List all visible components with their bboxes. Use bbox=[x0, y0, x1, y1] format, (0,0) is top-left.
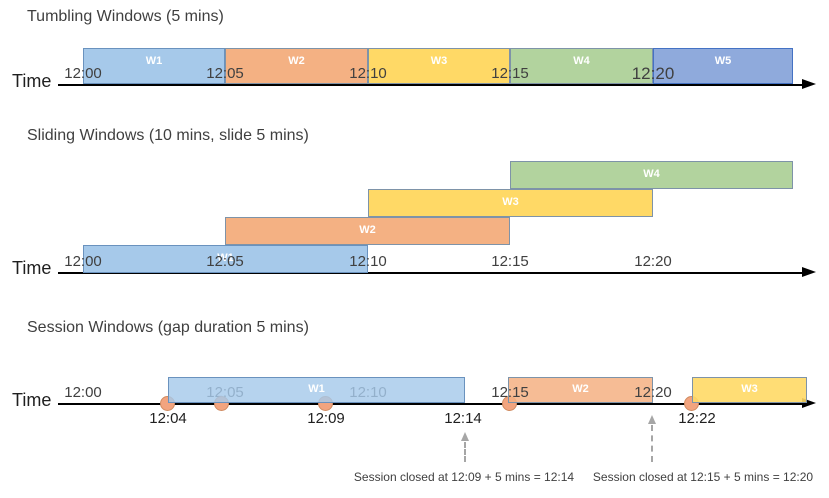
sliding-axis-arrow-icon bbox=[802, 267, 816, 277]
sliding-window-w3: W3 bbox=[368, 189, 653, 217]
session-tick-12-15: 12:15 bbox=[491, 384, 529, 401]
event-label-12-22: 12:22 bbox=[678, 410, 716, 427]
sliding-tick-12-05: 12:05 bbox=[206, 253, 244, 270]
dashed-arrow-line bbox=[464, 442, 466, 462]
session-tick-12-00: 12:00 bbox=[64, 384, 102, 401]
tumbling-tick-12-20: 12:20 bbox=[631, 64, 675, 83]
window-label: W1 bbox=[145, 55, 163, 67]
dashed-up-arrow-icon bbox=[461, 432, 469, 441]
sliding-window-w2: W2 bbox=[225, 217, 510, 245]
session-window-w1: W1 bbox=[168, 377, 465, 403]
dashed-arrow-line bbox=[651, 425, 653, 462]
session-title: Session Windows (gap duration 5 mins) bbox=[27, 319, 309, 336]
tumbling-time-axis bbox=[58, 84, 806, 86]
sliding-time-axis bbox=[58, 272, 806, 274]
window-label: W3 bbox=[430, 55, 448, 67]
event-label-12-04: 12:04 bbox=[149, 410, 187, 427]
session-axis-arrow-icon bbox=[802, 398, 816, 408]
session-tick-12-20: 12:20 bbox=[634, 384, 672, 401]
tumbling-tick-12-10: 12:10 bbox=[349, 65, 387, 82]
tumbling-window-w4: W4 bbox=[510, 48, 653, 84]
session-closed-annotation-2: Session closed at 12:15 + 5 mins = 12:20 bbox=[592, 470, 814, 484]
session-closed-annotation-1: Session closed at 12:09 + 5 mins = 12:14 bbox=[353, 470, 575, 484]
tumbling-window-w1: W1 bbox=[83, 48, 225, 84]
tumbling-time-axis-label: Time bbox=[12, 71, 52, 91]
sliding-title: Sliding Windows (10 mins, slide 5 mins) bbox=[27, 127, 309, 144]
window-label: W2 bbox=[359, 224, 376, 236]
session-window-w2: W2 bbox=[508, 377, 653, 403]
tumbling-tick-12-15: 12:15 bbox=[491, 65, 529, 82]
event-label-12-09: 12:09 bbox=[307, 410, 345, 427]
window-label: W1 bbox=[217, 252, 234, 264]
tumbling-tick-12-05: 12:05 bbox=[206, 65, 244, 82]
session-time-axis-label: Time bbox=[12, 390, 52, 410]
sliding-tick-12-00: 12:00 bbox=[64, 253, 102, 270]
window-label: W5 bbox=[714, 55, 732, 67]
sliding-tick-12-15: 12:15 bbox=[491, 253, 529, 270]
tumbling-window-w5: W5 bbox=[653, 48, 793, 84]
window-label: W3 bbox=[741, 383, 758, 395]
window-label: W4 bbox=[643, 168, 660, 180]
window-label: W4 bbox=[573, 55, 590, 67]
event-label-12-14: 12:14 bbox=[444, 410, 482, 427]
sliding-tick-12-20: 12:20 bbox=[634, 253, 672, 270]
window-label: W3 bbox=[502, 196, 519, 208]
tumbling-tick-12-00: 12:00 bbox=[64, 65, 102, 82]
window-label: W2 bbox=[572, 383, 589, 395]
tumbling-window-w3: W3 bbox=[368, 48, 510, 84]
sliding-tick-12-10: 12:10 bbox=[349, 253, 387, 270]
sliding-time-axis-label: Time bbox=[12, 258, 52, 278]
window-label: W1 bbox=[308, 383, 325, 395]
window-label: W2 bbox=[288, 55, 305, 67]
sliding-window-w4: W4 bbox=[510, 161, 793, 189]
tumbling-title: Tumbling Windows (5 mins) bbox=[27, 8, 224, 25]
tumbling-window-w2: W2 bbox=[225, 48, 368, 84]
sliding-window-w1: W1 bbox=[83, 245, 368, 273]
session-window-w3: W3 bbox=[692, 377, 807, 403]
session-time-axis bbox=[58, 403, 806, 405]
dashed-up-arrow-icon bbox=[648, 415, 656, 424]
tumbling-axis-arrow-icon bbox=[802, 79, 816, 89]
